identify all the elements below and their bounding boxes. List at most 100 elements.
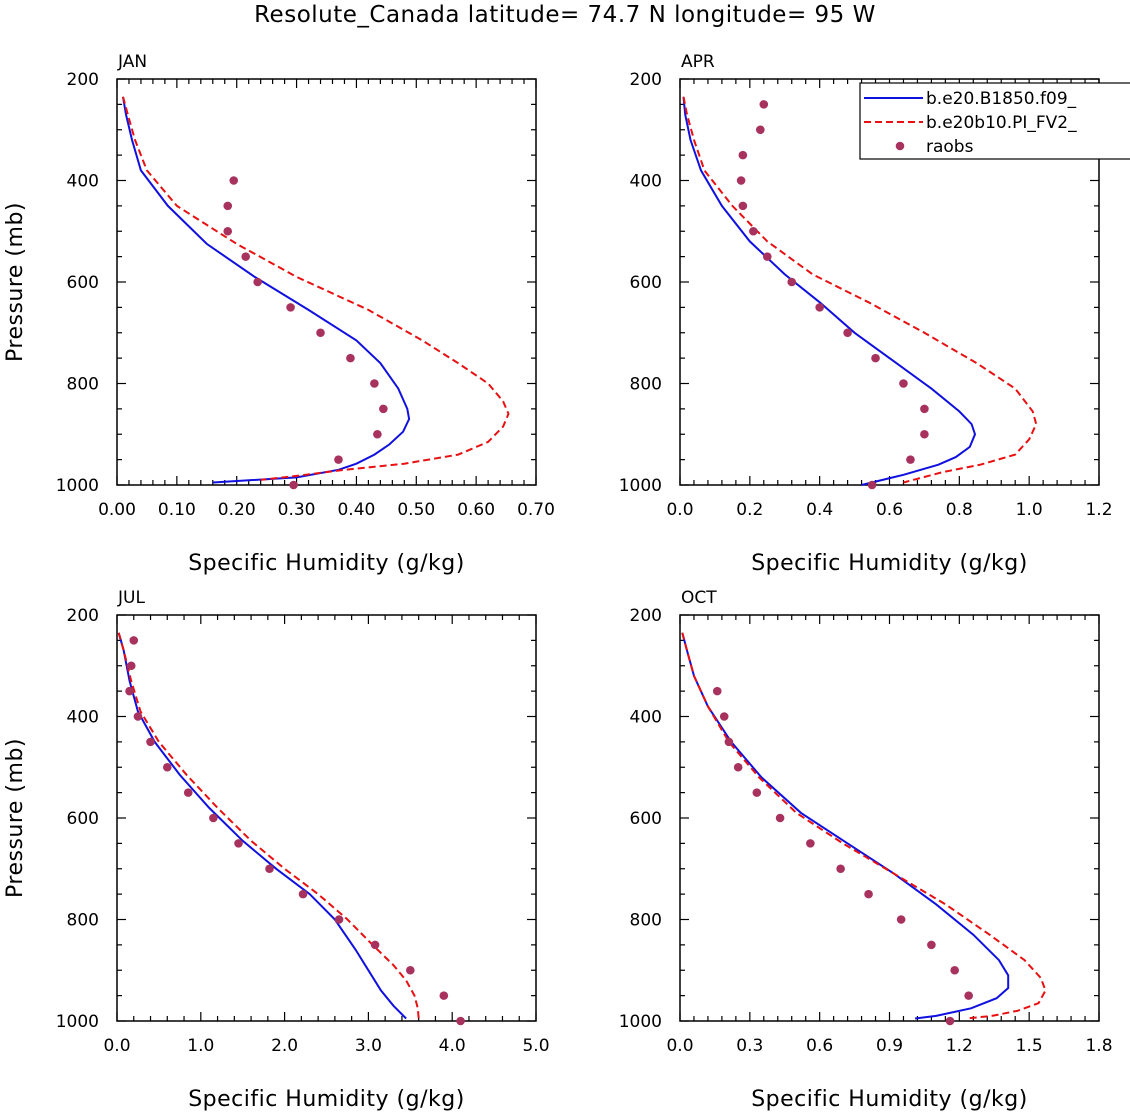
raobs-point (253, 277, 262, 287)
series-line-solid (681, 632, 1010, 1020)
legend: b.e20.B1850.f09_ b.e20b10.PI_FV2_raobs (859, 82, 1130, 160)
x-tick-label: 0.0 (103, 1036, 130, 1056)
raobs-point (864, 889, 873, 899)
raobs-point (406, 965, 415, 975)
y-tick-label: 200 (67, 606, 99, 626)
x-axis-label: Specific Humidity (g/kg) (751, 551, 1028, 576)
raobs-point (749, 226, 758, 236)
x-tick-label: 0.00 (98, 500, 136, 520)
raobs-point (223, 201, 233, 211)
raobs-point (775, 813, 785, 823)
series-line-dashed (682, 96, 1038, 484)
x-tick-label: 5.0 (522, 1036, 549, 1056)
x-axis-label: Specific Humidity (g/kg) (751, 1087, 1028, 1112)
raobs-point (759, 100, 769, 109)
x-tick-label: 0.6 (876, 500, 903, 520)
y-axis-label: Pressure (mb) (3, 202, 28, 362)
chart-title: Resolute_Canada latitude= 74.7 N longitu… (254, 2, 876, 28)
x-tick-label: 0.2 (736, 500, 763, 520)
x-tick-label: 0.30 (278, 500, 316, 520)
raobs-point (736, 176, 746, 185)
raobs-point (125, 686, 134, 696)
raobs-point (867, 480, 877, 490)
legend-box (859, 82, 1130, 160)
raobs-point (334, 915, 344, 924)
raobs-point (927, 940, 936, 950)
panel-label: OCT (681, 588, 717, 608)
raobs-point (899, 379, 908, 388)
y-tick-label: 200 (630, 70, 662, 90)
x-tick-label: 0.0 (666, 1036, 693, 1056)
raobs-point (370, 379, 379, 388)
panel-jul: JUL 0.0 1.0 2.0 3.0 4.0 5.0 200 400 600 800 1000 Spe… (3, 588, 550, 1112)
y-tick-label: 1000 (56, 1012, 99, 1032)
series-line-solid (122, 96, 411, 484)
raobs-point (265, 864, 274, 874)
x-tick-label: 3.0 (355, 1036, 382, 1056)
raobs-point (241, 252, 250, 261)
x-tick-label: 2.0 (271, 1036, 298, 1056)
raobs-point (752, 788, 762, 797)
raobs-point (456, 1016, 465, 1026)
y-tick-label: 800 (630, 375, 662, 395)
y-tick-label: 800 (67, 911, 99, 931)
raobs-point (439, 991, 449, 1000)
raobs-point (836, 864, 845, 874)
legend-label: b.e20b10.PI_FV2_ (926, 113, 1077, 133)
raobs-point (806, 839, 815, 848)
plot-frame (116, 614, 537, 1022)
raobs-point (945, 1016, 955, 1026)
y-tick-label: 400 (67, 172, 99, 192)
panel-apr: APR 0.0 0.2 0.4 0.6 0.8 1.0 1.2 200 400 600 800 1000… (619, 52, 1130, 576)
x-axis-label: Specific Humidity (g/kg) (188, 551, 465, 576)
y-tick-label: 600 (630, 273, 662, 293)
y-tick-label: 800 (630, 911, 662, 931)
x-tick-label: 0.0 (666, 500, 693, 520)
x-tick-label: 4.0 (439, 1036, 466, 1056)
legend-label: raobs (926, 137, 974, 157)
raobs-point (373, 429, 382, 439)
raobs-point (334, 455, 343, 464)
raobs-point (815, 303, 824, 312)
raobs-point (183, 788, 193, 797)
raobs-point (950, 965, 959, 975)
panel-jan: JAN 0.00 0.10 0.20 0.30 0.40 0.50 0.60 0.70 200 40… (3, 52, 555, 576)
y-axis-label: Pressure (mb) (3, 738, 28, 898)
x-tick-label: 1.5 (1016, 1036, 1043, 1056)
x-tick-label: 1.0 (1016, 500, 1043, 520)
raobs-point (920, 404, 929, 414)
x-tick-label: 0.8 (946, 500, 973, 520)
y-tick-label: 600 (67, 809, 99, 829)
x-tick-label: 0.3 (736, 1036, 763, 1056)
y-tick-label: 600 (630, 809, 662, 829)
raobs-point (738, 201, 748, 211)
raobs-point (126, 661, 136, 671)
series-line-dashed (681, 632, 1047, 1020)
raobs-point (733, 762, 743, 772)
series-line-dashed (117, 632, 420, 1019)
raobs-point (920, 429, 929, 439)
y-tick-label: 1000 (619, 1012, 662, 1032)
x-tick-label: 1.0 (187, 1036, 214, 1056)
raobs-point (379, 404, 388, 414)
raobs-point (964, 991, 973, 1000)
panel-label: JUL (117, 588, 145, 608)
raobs-point (146, 737, 155, 747)
x-tick-label: 1.2 (1085, 500, 1112, 520)
series-line-solid (117, 632, 407, 1020)
raobs-point (129, 636, 139, 645)
raobs-point (719, 712, 729, 721)
raobs-point (229, 176, 239, 185)
x-tick-label: 0.20 (218, 500, 256, 520)
raobs-point (843, 328, 852, 338)
raobs-point (906, 455, 915, 464)
raobs-point (133, 712, 143, 721)
y-tick-label: 1000 (56, 476, 99, 496)
x-tick-label: 0.60 (457, 500, 495, 520)
raobs-point (298, 889, 308, 899)
raobs-point (370, 940, 380, 950)
raobs-point (787, 277, 797, 287)
legend-marker (895, 141, 905, 151)
raobs-point (316, 328, 325, 338)
